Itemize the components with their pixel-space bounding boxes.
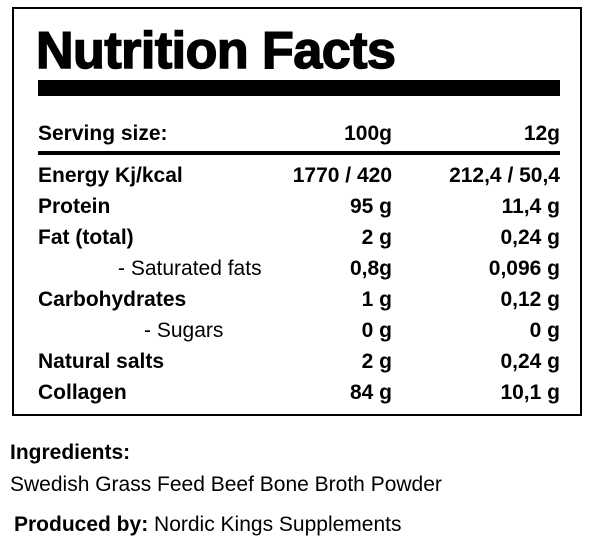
nutrient-label: Fat (total) [38, 226, 134, 249]
nutrient-value-serving: 0,24 g [500, 350, 560, 373]
nutrition-facts-panel: Nutrition Facts Serving size: 100g 12g E… [12, 7, 582, 416]
producer-label: Produced by: [14, 513, 149, 536]
nutrient-label: Protein [38, 195, 111, 218]
panel-title: Nutrition Facts [35, 22, 396, 80]
nutrient-value-serving: 11,4 g [501, 195, 560, 218]
nutrient-value-serving: 0,24 g [500, 226, 560, 249]
producer-line: Produced by: Nordic Kings Supplements [14, 512, 402, 538]
nutrient-row-energy: Energy Kj/kcal 1770 / 420 212,4 / 50,4 [38, 161, 560, 191]
ingredients-text: Swedish Grass Feed Beef Bone Broth Powde… [10, 473, 442, 496]
nutrient-value-serving: 0,096 g [488, 257, 560, 280]
nutrient-label: Carbohydrates [38, 288, 187, 311]
serving-size-row: Serving size: 100g 12g [38, 119, 560, 149]
nutrient-label: Energy Kj/kcal [38, 164, 183, 187]
ingredients-label: Ingredients: [10, 441, 131, 464]
nutrient-value-100g: 0 g [361, 319, 392, 342]
nutrient-row-protein: Protein 95 g 11,4 g [38, 192, 560, 222]
serving-size-col1: 100g [344, 122, 392, 145]
nutrient-row-carbohydrates: Carbohydrates 1 g 0,12 g [38, 285, 560, 315]
nutrient-value-100g: 1770 / 420 [292, 164, 392, 187]
nutrient-label: - Sugars [144, 319, 224, 342]
thin-divider [38, 151, 560, 155]
nutrient-row-sugars: - Sugars 0 g 0 g [38, 316, 560, 346]
nutrient-value-serving: 0 g [529, 319, 560, 342]
nutrient-value-100g: 0,8g [349, 257, 392, 280]
nutrient-value-serving: 212,4 / 50,4 [449, 164, 560, 187]
producer-name: Nordic Kings Supplements [154, 513, 402, 536]
nutrient-value-100g: 2 g [361, 226, 392, 249]
nutrient-label: Collagen [38, 381, 127, 404]
nutrient-value-100g: 95 g [349, 195, 392, 218]
serving-size-col2: 12g [523, 122, 560, 145]
nutrient-value-100g: 84 g [349, 381, 392, 404]
nutrient-value-100g: 1 g [361, 288, 392, 311]
nutrient-row-fat: Fat (total) 2 g 0,24 g [38, 223, 560, 253]
nutrient-value-serving: 10,1 g [500, 381, 560, 404]
nutrient-label: Natural salts [38, 350, 165, 373]
nutrient-value-100g: 2 g [361, 350, 392, 373]
nutrient-row-natural-salts: Natural salts 2 g 0,24 g [38, 347, 560, 377]
nutrient-value-serving: 0,12 g [500, 288, 560, 311]
serving-size-label: Serving size: [38, 122, 168, 145]
thick-divider [38, 80, 560, 96]
nutrient-row-saturated-fats: - Saturated fats 0,8g 0,096 g [38, 254, 560, 284]
nutrient-row-collagen: Collagen 84 g 10,1 g [38, 378, 560, 408]
nutrient-label: - Saturated fats [118, 257, 262, 280]
